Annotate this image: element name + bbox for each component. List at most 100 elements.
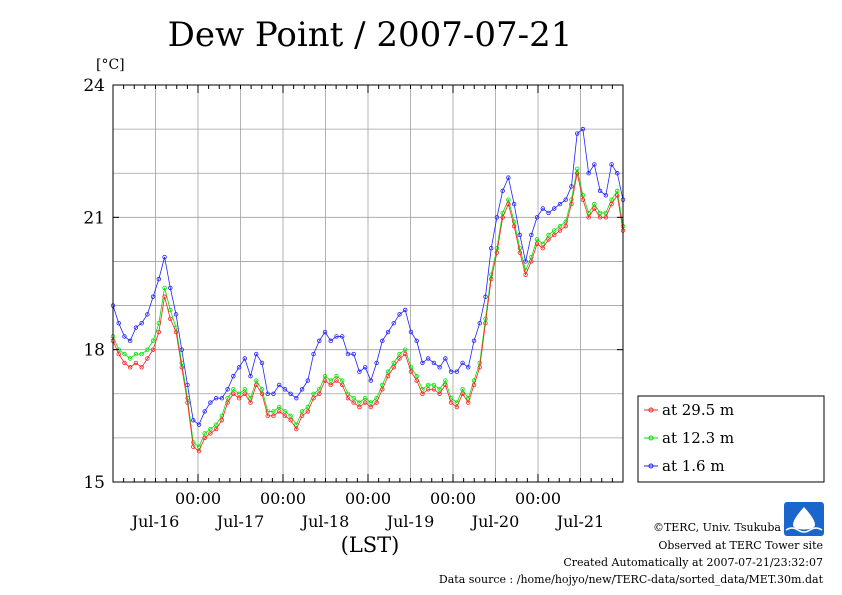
data-point — [397, 312, 402, 317]
data-point — [208, 400, 213, 405]
data-point — [443, 378, 448, 383]
data-point — [431, 382, 437, 388]
data-point — [122, 334, 127, 339]
data-point — [334, 373, 339, 379]
data-point — [236, 395, 242, 401]
data-point — [615, 171, 620, 176]
data-point — [127, 338, 133, 344]
data-point — [500, 215, 505, 220]
data-point — [437, 365, 442, 370]
data-point — [231, 387, 236, 392]
data-point — [397, 351, 402, 357]
data-point — [168, 307, 173, 313]
data-point — [511, 223, 517, 229]
data-point — [173, 329, 179, 335]
data-point — [191, 418, 196, 423]
data-point — [225, 387, 230, 392]
data-point — [420, 391, 425, 396]
data-point — [357, 369, 362, 374]
data-point — [425, 382, 431, 388]
data-point — [506, 175, 511, 180]
data-point — [322, 378, 328, 383]
data-point — [569, 184, 574, 189]
legend-label: at 29.5 m — [662, 401, 734, 419]
data-point — [271, 409, 276, 414]
data-point — [213, 422, 219, 427]
data-point — [116, 351, 121, 357]
data-point — [552, 206, 557, 211]
data-point — [156, 276, 162, 282]
data-point — [351, 400, 356, 405]
data-point — [191, 444, 196, 449]
data-point — [397, 356, 402, 361]
data-point — [362, 365, 368, 370]
grid-lines — [113, 85, 623, 482]
data-point — [574, 166, 580, 172]
data-point — [523, 272, 528, 277]
data-point — [460, 387, 465, 392]
x-date-label: Jul-18 — [300, 512, 350, 531]
data-point — [196, 448, 202, 454]
data-point — [414, 338, 419, 344]
data-point — [574, 131, 580, 136]
data-point — [299, 413, 305, 419]
data-point — [552, 232, 557, 238]
y-axis-unit: [°C] — [96, 57, 125, 73]
data-point — [471, 382, 477, 388]
data-point — [540, 246, 545, 251]
data-point — [569, 201, 574, 207]
data-point — [345, 351, 351, 357]
data-point — [414, 373, 419, 379]
data-point — [311, 391, 316, 396]
legend-label: at 12.3 m — [662, 429, 734, 447]
data-point — [345, 395, 351, 401]
data-point — [276, 409, 282, 414]
data-point — [563, 197, 568, 202]
y-tick-label: 18 — [83, 341, 105, 361]
data-point — [597, 215, 603, 220]
data-point — [557, 223, 563, 229]
x-axis-ticks: 00:00 00:00 00:00 00:00 00:00 Jul-16 Jul-17 Jul… — [112, 85, 624, 531]
data-point — [168, 285, 173, 291]
x-date-label: Jul-16 — [130, 512, 180, 531]
data-point — [403, 351, 408, 357]
data-point — [448, 400, 454, 405]
data-point — [357, 404, 362, 410]
data-point — [592, 201, 597, 207]
data-point — [127, 356, 133, 361]
data-point — [403, 347, 408, 352]
data-point — [259, 391, 265, 396]
data-point — [299, 387, 305, 392]
data-point — [534, 237, 540, 242]
data-point — [368, 378, 374, 383]
source-text: Data source : /home/hojyo/new/TERC-data/… — [439, 573, 824, 586]
x-time-label: 00:00 — [430, 489, 476, 508]
data-point — [597, 210, 603, 216]
data-point — [425, 387, 431, 392]
data-point — [334, 334, 339, 339]
data-point — [540, 241, 545, 246]
data-point — [139, 365, 144, 370]
legend-box — [637, 395, 825, 483]
series-at-1-6-m — [110, 126, 626, 427]
series-at-12-3-m — [110, 166, 626, 449]
data-point — [597, 188, 603, 194]
data-point — [368, 400, 374, 405]
data-point — [460, 391, 465, 396]
data-point — [466, 400, 471, 405]
data-point — [254, 382, 259, 388]
data-point — [357, 400, 362, 405]
data-point — [317, 391, 322, 396]
data-point — [242, 391, 247, 396]
data-point — [236, 365, 242, 370]
data-point — [489, 246, 494, 251]
data-point — [328, 338, 333, 344]
legend-swatch-point — [648, 463, 654, 469]
x-time-label: 00:00 — [260, 489, 306, 508]
data-point — [443, 356, 448, 361]
chart-title: Dew Point / 2007-07-21 — [168, 15, 573, 55]
data-point — [391, 321, 396, 326]
data-point — [448, 369, 454, 374]
data-point — [219, 418, 225, 423]
